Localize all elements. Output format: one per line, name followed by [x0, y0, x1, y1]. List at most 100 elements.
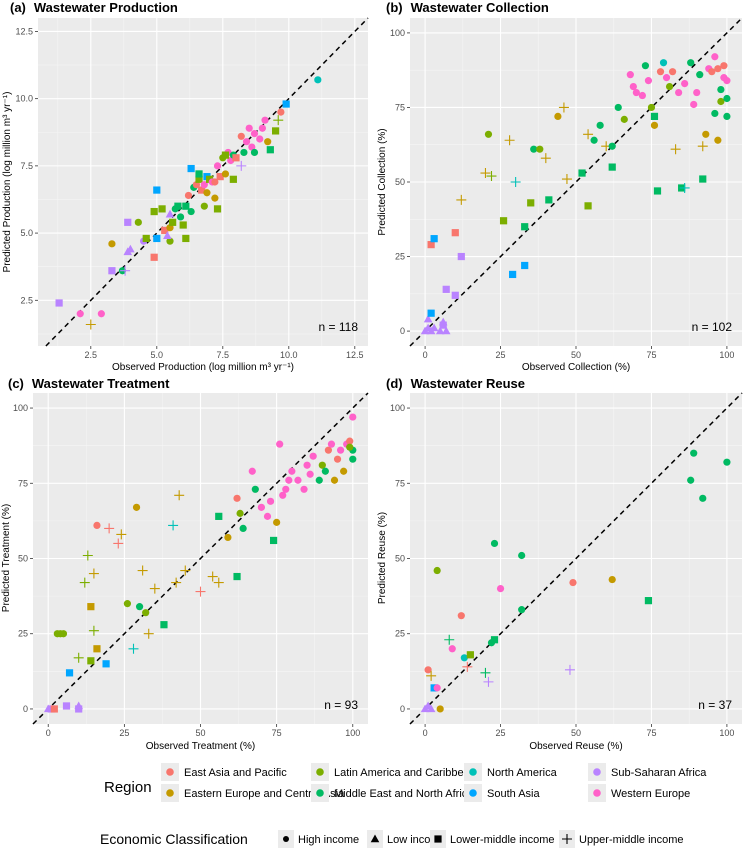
panel-d-data-point [457, 612, 465, 620]
legend-swatch [469, 768, 477, 776]
panel-b-data-point [584, 202, 592, 210]
panel-c-data-point [142, 609, 150, 617]
panel-a-y-tick-label: 7.5 [20, 161, 33, 171]
panel-d-y-tick-label: 25 [395, 629, 405, 639]
panel-a-data-point [195, 170, 203, 178]
panel-c-data-point [50, 705, 58, 713]
legend-econ-label: Upper-middle income [579, 834, 684, 846]
panel-a-x-tick-label: 2.5 [85, 350, 98, 360]
panel-b-data-point [558, 102, 569, 113]
panel-d-x-tick-label: 0 [423, 728, 428, 738]
panel-a-data-point [272, 127, 280, 135]
panel-a-data-point [55, 299, 63, 307]
panel-b-x-axis-label: Observed Collection (%) [522, 362, 630, 373]
panel-b-data-point [457, 252, 465, 261]
panel-b-y-axis-label: Predicted Collection (%) [377, 128, 388, 235]
panel-b-data-point [441, 326, 451, 335]
panel-a-data-point [120, 265, 131, 276]
panel-c-sample-size: n = 93 [324, 698, 358, 712]
panel-c-data-point [318, 461, 326, 469]
panel-a-data-point [221, 170, 230, 178]
legend-shape-circle [283, 836, 289, 842]
panel-c-data-point [288, 467, 296, 475]
econ-legend: Economic Classification High income Low i… [100, 830, 684, 848]
legend-swatch [316, 789, 324, 797]
panel-c-data-point [74, 701, 83, 710]
panel-b-identity-line [409, 17, 743, 347]
panel-a-data-point [237, 132, 245, 140]
panel-c-data-point [269, 536, 278, 545]
panel-d-data-point [723, 458, 731, 466]
panel-c-y-tick-label: 50 [18, 554, 28, 564]
panel-d-data-point [426, 704, 436, 713]
panel-b-data-point [717, 85, 725, 94]
panel-b-data-point [484, 130, 493, 138]
panel-a-y-axis-label: Predicted Production (log million m³ yr⁻… [2, 92, 13, 273]
legend-swatch [593, 789, 601, 797]
panel-a-data-point [182, 202, 190, 210]
panel-b-data-point [647, 103, 656, 112]
panel-d-data-point [480, 667, 491, 678]
panel-a-data-point [134, 218, 142, 226]
panel-c-data-point [224, 533, 232, 542]
panel-c-data-point [102, 660, 110, 668]
panel-c-data-point [309, 452, 317, 460]
panel-b-x-tick-label: 25 [496, 350, 506, 360]
legend-shape-plus [562, 834, 572, 844]
panel-a-data-point [163, 231, 172, 239]
panel-b-data-point [561, 174, 572, 185]
panel-b-data-point [693, 88, 701, 97]
panel-a-data-point [213, 162, 222, 170]
panel-d-x-tick-label: 100 [719, 728, 734, 738]
panel-d-data-point [426, 670, 437, 681]
panel-d-y-axis-label: Predicted Reuse (%) [377, 512, 388, 604]
panel-b-data-point [717, 97, 725, 106]
panel-c-data-point [104, 523, 115, 534]
panel-a-data-point [142, 234, 150, 243]
panel-c-data-point [315, 476, 323, 484]
panel-a-data-point [242, 138, 251, 146]
panel-b-data-point [668, 68, 677, 76]
panel-b-data-point [442, 285, 450, 293]
panel-d-x-tick-label: 25 [496, 728, 506, 738]
panel-b-y-tick-label: 100 [390, 28, 405, 38]
panel-b-y-tick-label: 0 [400, 326, 405, 336]
panel-a-data-point [277, 108, 285, 116]
panel-a-x-tick-label: 7.5 [217, 350, 230, 360]
panel-a-data-point [213, 205, 222, 213]
panel-a-plot: 2.5 5.0 7.5 10.0 12.5 2.5 5.0 7.5 10.0 12.5 n = 11… [2, 17, 369, 373]
panel-a-data-point [108, 240, 116, 248]
panel-c-data-point [213, 577, 224, 588]
panel-a-title: (a) Wastewater Production [10, 0, 178, 15]
panel-d-x-axis-label: Observed Reuse (%) [529, 741, 622, 752]
panel-c-data-point [303, 461, 311, 469]
panel-c-data-point [113, 538, 124, 549]
panel-a-data-point [97, 310, 105, 318]
panel-d-data-point [569, 578, 577, 587]
legend-region-label: North America [487, 767, 558, 779]
panel-c-data-point [233, 572, 241, 581]
panel-a-x-tick-label: 5.0 [151, 350, 164, 360]
panel-c-data-point [87, 657, 95, 665]
panel-a-data-point [314, 76, 322, 84]
panel-c-data-point [116, 529, 127, 540]
panel-b-data-point [670, 144, 681, 155]
panel-c-plot: 0 25 50 75 100 0 25 50 75 100 n = 93 Observed Treat… [1, 392, 369, 752]
panel-a-data-point [187, 207, 195, 216]
panel-b-data-point [696, 71, 704, 79]
panel-c-data-point [257, 503, 266, 511]
panel-a-sample-size: n = 118 [319, 320, 359, 334]
panel-a-x-tick-label: 12.5 [346, 350, 364, 360]
panel-b-data-point [653, 187, 662, 195]
panel-b-data-point [659, 59, 668, 67]
panel-c-data-point [279, 491, 287, 499]
panel-c-data-point [266, 497, 275, 505]
panel-b-data-point [499, 217, 508, 225]
panel-a-data-point [165, 209, 175, 218]
panel-c-x-tick-label: 50 [195, 728, 205, 738]
econ-legend-title: Economic Classification [100, 831, 248, 847]
panel-a-x-tick-label: 10.0 [280, 350, 298, 360]
panel-b-data-point [714, 136, 722, 144]
panel-d-data-point [444, 634, 455, 645]
panel-a-data-point [248, 143, 256, 151]
